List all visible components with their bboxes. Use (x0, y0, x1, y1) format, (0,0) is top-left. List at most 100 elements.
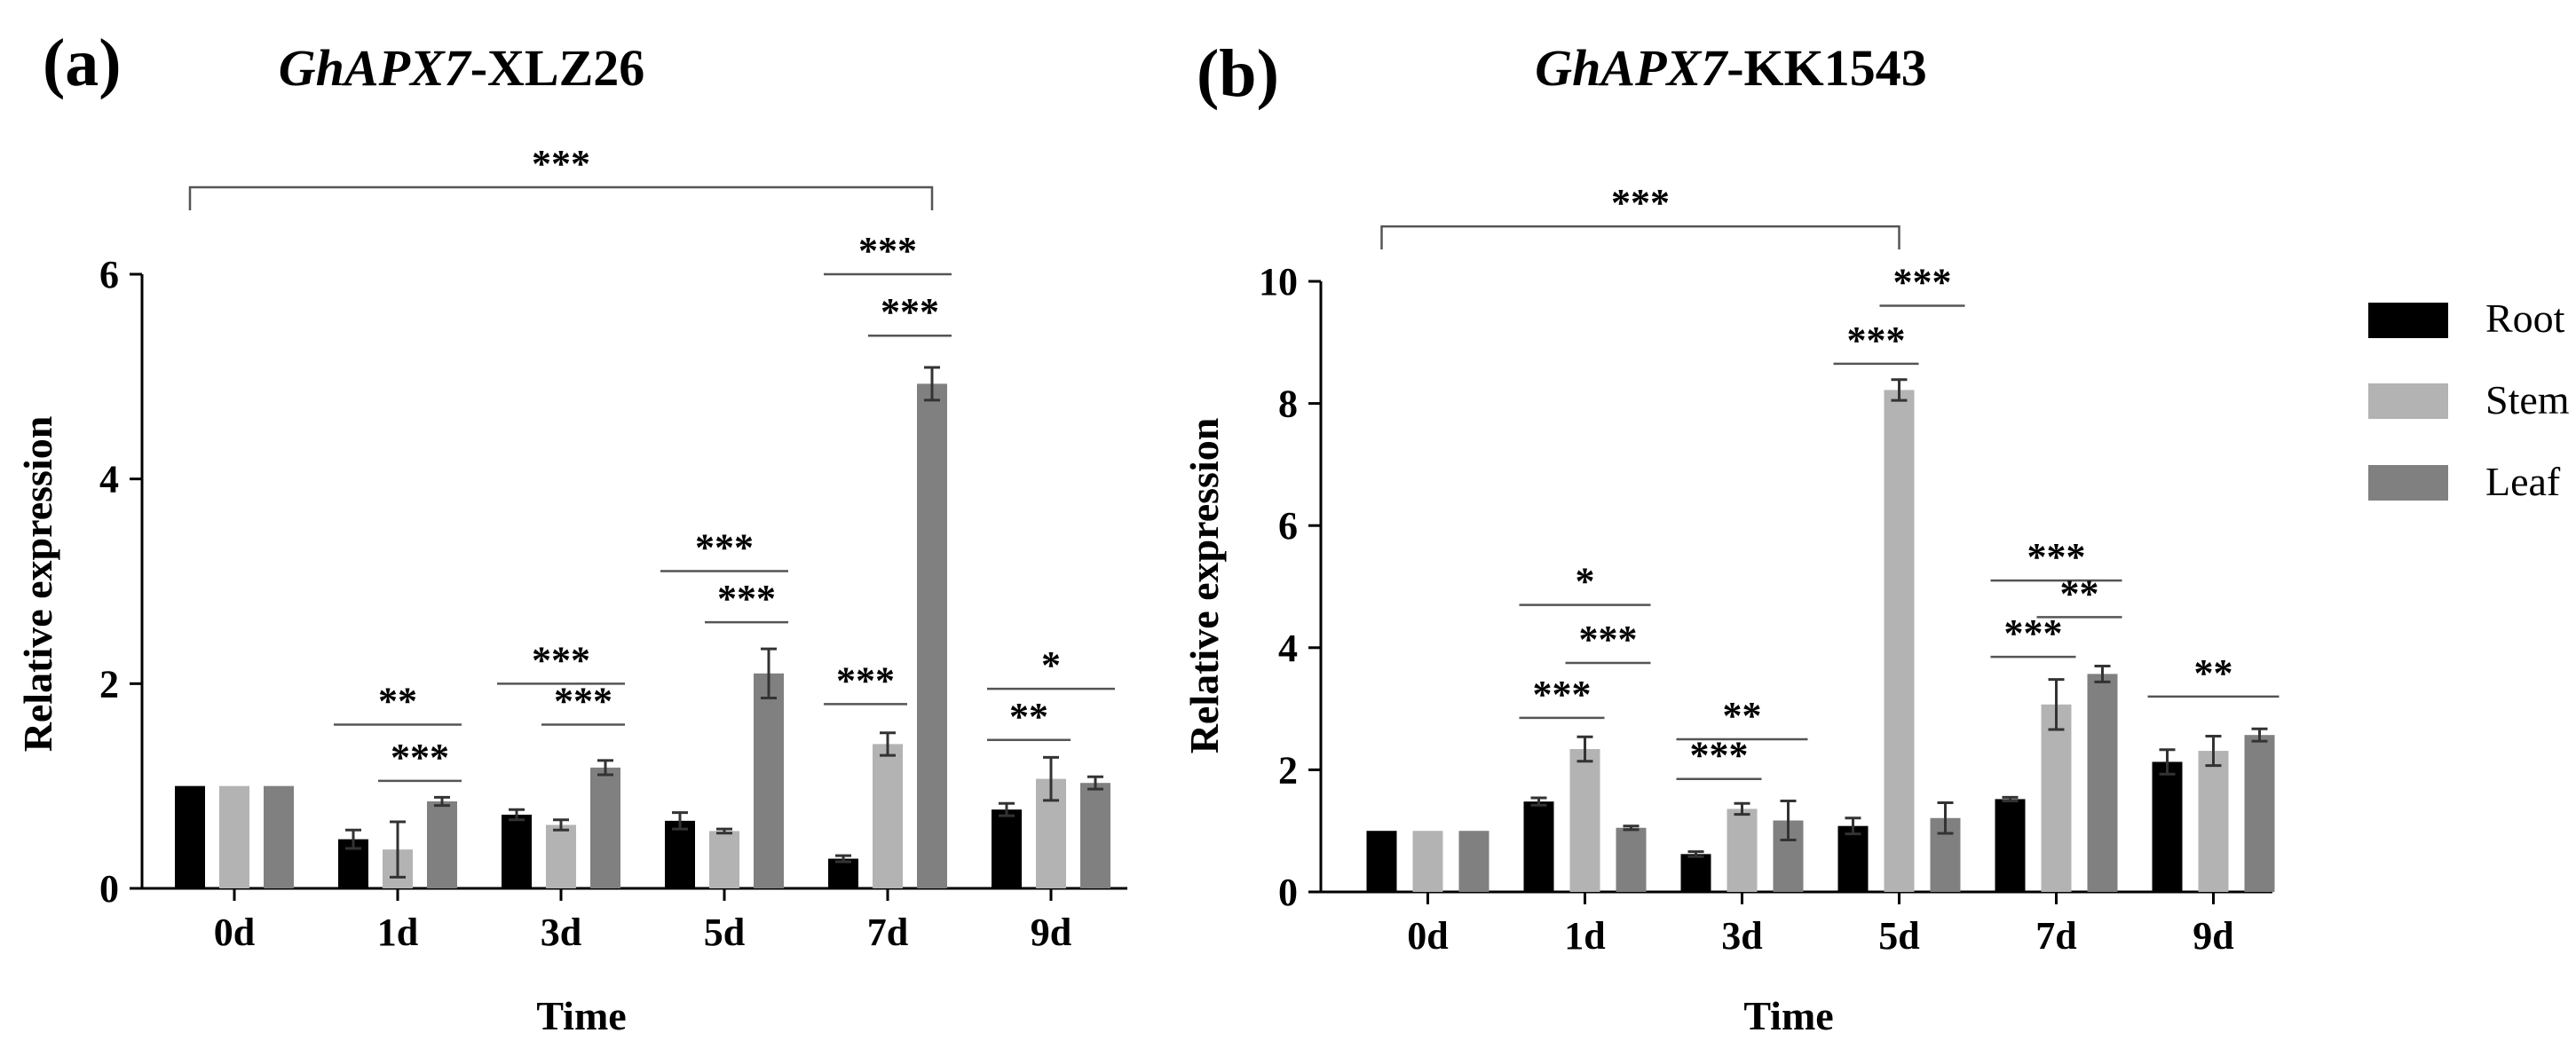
bar-b-root-0d (1366, 831, 1397, 892)
y-axis-label-b: Relative expression (1181, 418, 1227, 754)
legend-label-root: Root (2485, 296, 2565, 341)
panel-b: (b) GhAPX7-KK1543 Relative expression Ti… (1181, 36, 2280, 1038)
bar-b-root-3d (1680, 854, 1711, 892)
bar-b-leaf-1d (1616, 827, 1647, 892)
chart-title-b-gene: GhAPX7 (1535, 39, 1728, 97)
bar-b-root-1d (1523, 801, 1554, 892)
bar-a-leaf-7d (917, 383, 947, 888)
bar-b-leaf-7d (2087, 674, 2118, 892)
significance-label-b-9: ** (2060, 572, 2099, 615)
bar-b-stem-0d (1412, 831, 1443, 892)
significance-label-b-10: *** (2004, 611, 2063, 655)
bar-a-stem-7d (873, 744, 903, 888)
bar-b-root-9d (2152, 761, 2183, 892)
y-axis-label-a: Relative expression (15, 416, 60, 753)
panel-label-b: (b) (1197, 36, 1279, 111)
y-tick-label-a-1: 2 (99, 662, 119, 706)
legend-swatch-leaf (2368, 465, 2448, 501)
x-tick-label-a-3: 5d (704, 911, 745, 954)
bar-b-stem-1d (1569, 749, 1600, 892)
x-axis-label-a: Time (536, 993, 626, 1038)
bar-a-root-7d (828, 858, 858, 888)
chart-title-b-suffix: -KK1543 (1727, 39, 1927, 97)
bar-a-stem-5d (709, 831, 739, 888)
bar-a-root-9d (992, 809, 1022, 888)
significance-label-b-8: *** (2027, 535, 2086, 579)
chart-title-b: GhAPX7-KK1543 (1535, 39, 1927, 97)
y-tick-label-b-0: 0 (1278, 871, 1298, 914)
bar-b-leaf-9d (2244, 735, 2275, 892)
bar-b-root-5d (1837, 825, 1869, 892)
bar-a-root-3d (502, 814, 532, 888)
significance-label-b-3: *** (1533, 673, 1592, 716)
significance-label-a-8: *** (858, 229, 917, 272)
bar-a-leaf-3d (590, 767, 620, 888)
significance-label-a-9: *** (881, 290, 939, 334)
legend: Root Stem Leaf (2368, 296, 2570, 504)
significance-label-a-4: *** (554, 679, 612, 722)
bar-a-leaf-0d (264, 785, 294, 888)
bar-b-stem-3d (1727, 808, 1758, 892)
x-tick-label-b-3: 5d (1878, 914, 1919, 958)
chart-title-a: GhAPX7-XLZ26 (279, 39, 645, 97)
bar-b-stem-9d (2198, 751, 2229, 892)
significance-label-a-11: * (1041, 643, 1061, 687)
significance-label-b-7: *** (1893, 261, 1952, 304)
significance-label-a-1: ** (378, 679, 417, 722)
x-tick-label-b-1: 1d (1564, 914, 1605, 958)
x-tick-label-b-5: 9d (2193, 914, 2233, 958)
x-tick-label-b-2: 3d (1721, 914, 1762, 958)
legend-swatch-stem (2368, 383, 2448, 419)
significance-label-b-1: * (1576, 560, 1595, 603)
significance-label-a-0: *** (532, 142, 590, 185)
significance-bracket-a-0 (188, 185, 934, 210)
x-tick-label-a-0: 0d (214, 911, 255, 954)
significance-label-b-5: *** (1690, 734, 1749, 777)
significance-label-a-5: *** (695, 525, 754, 569)
panel-a: (a) GhAPX7-XLZ26 Relative expression Tim… (15, 26, 1127, 1038)
x-tick-label-a-4: 7d (867, 911, 908, 954)
bar-b-stem-5d (1884, 390, 1915, 892)
x-tick-label-b-0: 0d (1407, 914, 1448, 958)
legend-swatch-root (2368, 303, 2448, 338)
significance-label-a-6: *** (717, 577, 776, 620)
legend-label-stem: Stem (2485, 377, 2570, 422)
y-tick-label-b-3: 6 (1278, 504, 1298, 548)
significance-label-a-3: *** (532, 638, 590, 682)
y-tick-label-a-0: 0 (99, 867, 119, 911)
bar-b-leaf-0d (1458, 831, 1489, 892)
significance-label-a-10: ** (1009, 695, 1048, 738)
significance-label-b-4: ** (1723, 694, 1762, 737)
y-tick-label-b-5: 10 (1259, 260, 1298, 304)
bar-a-root-0d (175, 785, 205, 888)
bar-b-root-7d (1995, 799, 2026, 892)
bar-a-root-5d (665, 820, 695, 888)
significance-bracket-b-0 (1380, 225, 1900, 250)
significance-label-a-7: *** (836, 659, 895, 702)
significance-label-b-6: *** (1847, 319, 1906, 362)
bar-a-leaf-9d (1080, 783, 1110, 888)
x-tick-label-a-5: 9d (1031, 911, 1071, 954)
bar-a-leaf-5d (754, 673, 784, 888)
x-tick-label-b-4: 7d (2035, 914, 2076, 958)
y-tick-label-b-1: 2 (1278, 748, 1298, 792)
panel-label-a: (a) (43, 26, 122, 100)
x-axis-label-b: Time (1743, 993, 1833, 1038)
y-tick-label-a-3: 6 (99, 253, 119, 296)
legend-label-leaf: Leaf (2485, 459, 2561, 504)
y-tick-label-a-2: 4 (99, 458, 119, 501)
significance-label-a-2: *** (391, 736, 449, 779)
bar-b-stem-7d (2041, 704, 2072, 892)
bar-a-leaf-1d (427, 801, 457, 888)
chart-title-a-suffix: -XLZ26 (470, 39, 645, 97)
x-tick-label-a-1: 1d (377, 911, 418, 954)
significance-label-b-11: ** (2194, 651, 2233, 695)
y-tick-label-b-2: 4 (1278, 627, 1298, 670)
x-tick-label-a-2: 3d (541, 911, 581, 954)
significance-label-b-0: *** (1611, 181, 1670, 225)
significance-label-b-2: *** (1579, 618, 1638, 661)
bar-a-stem-0d (219, 785, 249, 888)
